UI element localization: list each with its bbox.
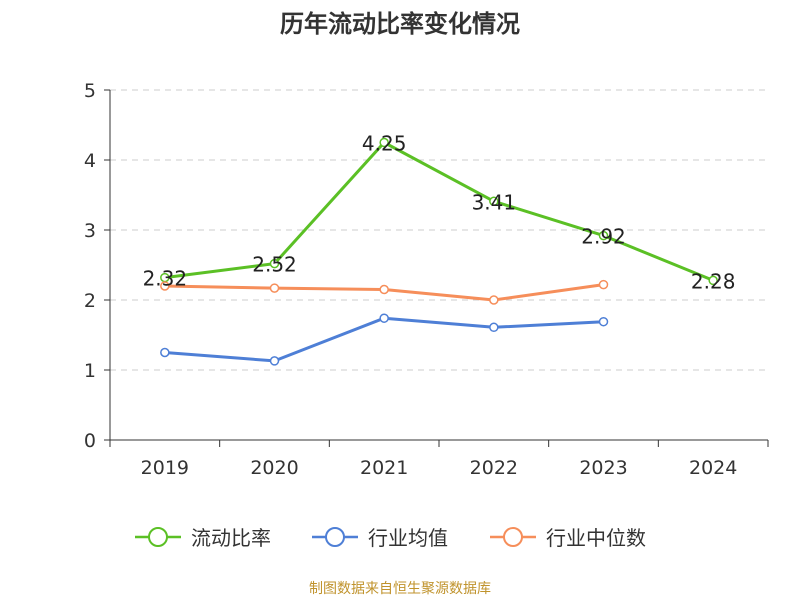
data-label: 2.52 — [252, 253, 297, 277]
data-point — [269, 356, 280, 366]
source-caption: 制图数据来自恒生聚源数据库 — [309, 581, 491, 597]
chart-title: 历年流动比率变化情况 — [280, 10, 520, 38]
data-label: 3.41 — [472, 190, 517, 214]
y-tick-label: 0 — [84, 430, 96, 452]
axes: 0 1 2 3 4 5 2019 2020 2021 2022 2023 2024 — [84, 80, 769, 479]
legend-label: 行业中位数 — [546, 526, 646, 550]
legend-label: 行业均值 — [368, 526, 448, 550]
data-point — [598, 316, 609, 327]
data-point — [160, 347, 170, 358]
data-point — [160, 281, 170, 291]
data-label: 2.32 — [143, 267, 188, 291]
y-tick-label: 5 — [84, 80, 96, 102]
x-tick-label: 2020 — [250, 457, 298, 479]
x-tick-label: 2023 — [579, 457, 627, 479]
data-label: 2.92 — [581, 225, 626, 249]
data-label: 4.25 — [362, 132, 407, 156]
series-lines — [160, 137, 718, 366]
y-tick-label: 4 — [84, 150, 96, 172]
series-line — [164, 316, 604, 363]
data-point — [598, 230, 609, 241]
series-line — [164, 141, 714, 282]
data-labels: 2.32 2.52 4.25 3.41 2.92 2.28 — [143, 132, 736, 294]
legend-swatch-marker — [503, 527, 523, 547]
data-point — [489, 196, 499, 207]
data-point — [598, 279, 609, 290]
x-tick-label: 2019 — [141, 457, 189, 479]
y-tick-label: 2 — [84, 290, 96, 312]
legend: 流动比率 行业均值 行业中位数 — [135, 526, 646, 550]
grid-lines — [110, 89, 768, 371]
data-point — [379, 137, 389, 148]
y-tick-label: 1 — [84, 360, 96, 382]
data-point — [708, 275, 718, 286]
data-point — [489, 322, 499, 333]
data-point — [379, 284, 389, 295]
data-label: 2.28 — [691, 269, 736, 293]
y-tick-label: 3 — [84, 220, 96, 242]
legend-swatch-marker — [325, 527, 345, 547]
x-tick-label: 2021 — [360, 457, 408, 479]
data-point — [269, 258, 280, 269]
data-point — [489, 295, 499, 305]
x-tick-label: 2024 — [689, 457, 737, 479]
legend-swatch-marker — [148, 527, 168, 547]
legend-label: 流动比率 — [191, 526, 271, 550]
x-tick-label: 2022 — [470, 457, 518, 479]
data-point — [269, 283, 280, 293]
data-point — [379, 313, 389, 323]
